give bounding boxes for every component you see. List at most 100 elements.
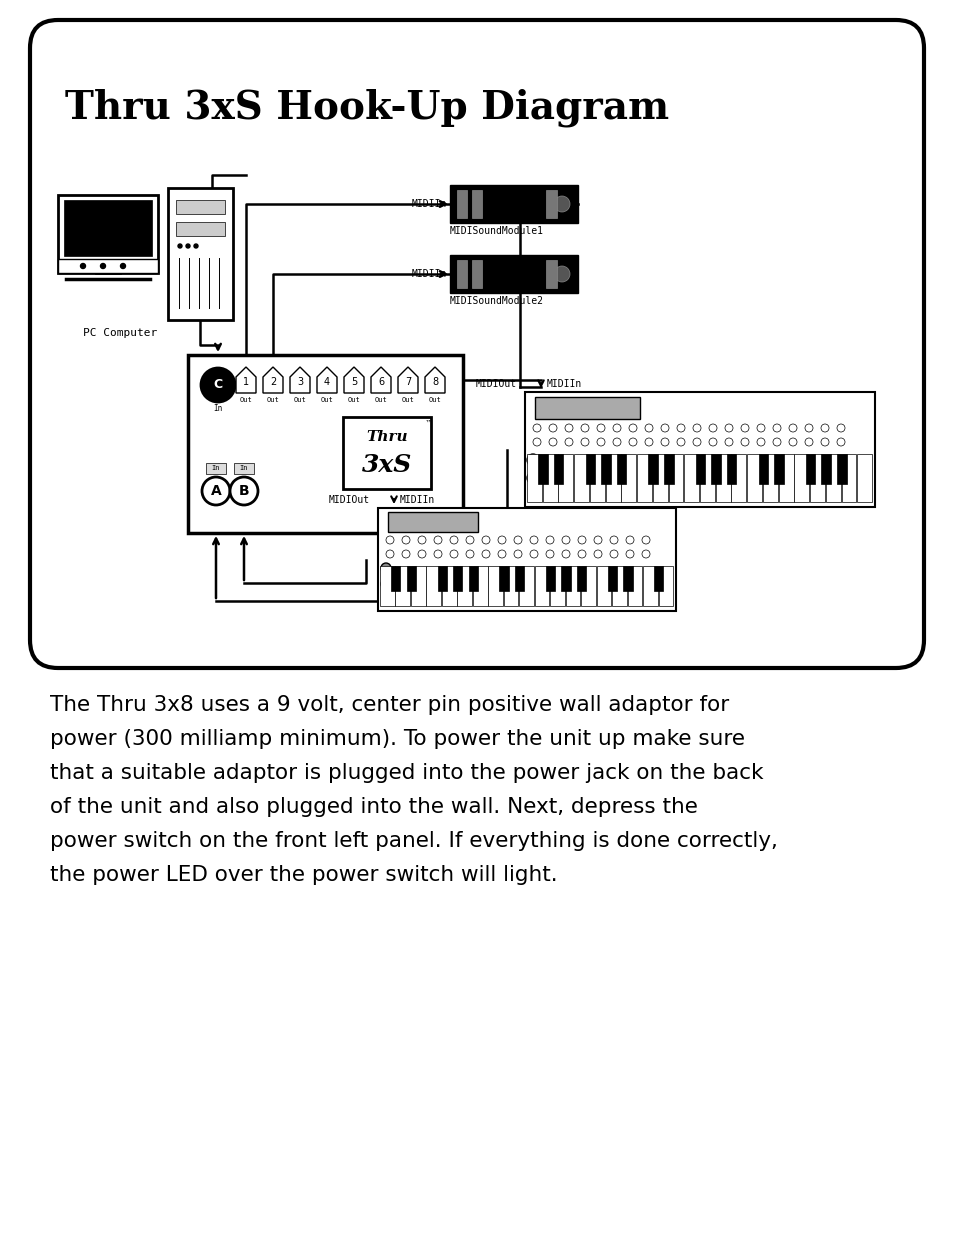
Circle shape [580, 424, 588, 432]
Bar [642, 566, 657, 606]
Circle shape [597, 424, 604, 432]
Bar [395, 566, 410, 606]
Circle shape [644, 438, 652, 446]
Circle shape [120, 263, 126, 268]
Circle shape [740, 424, 748, 432]
Bar [617, 454, 626, 484]
Circle shape [804, 424, 812, 432]
Circle shape [497, 536, 505, 543]
Bar [441, 566, 456, 606]
Circle shape [564, 438, 573, 446]
Text: power (300 milliamp minimum). To power the unit up make sure: power (300 milliamp minimum). To power t… [50, 729, 744, 748]
Bar [58, 259, 158, 273]
Bar [554, 454, 563, 484]
Circle shape [821, 424, 828, 432]
Bar [746, 454, 761, 501]
Circle shape [692, 424, 700, 432]
Bar [456, 566, 472, 606]
Text: MIDIIn: MIDIIn [399, 495, 435, 505]
Circle shape [597, 438, 604, 446]
Bar [652, 454, 667, 501]
Bar [837, 454, 845, 484]
Circle shape [677, 424, 684, 432]
Bar [188, 354, 462, 534]
Text: Out: Out [239, 396, 253, 403]
Text: MIDISoundModule2: MIDISoundModule2 [450, 296, 543, 306]
Bar [406, 566, 416, 590]
Bar [565, 566, 579, 606]
Bar [560, 566, 570, 590]
Bar [535, 566, 549, 606]
Circle shape [417, 550, 426, 558]
Circle shape [533, 438, 540, 446]
Circle shape [380, 563, 391, 573]
Circle shape [628, 424, 637, 432]
Bar [468, 566, 477, 590]
Circle shape [740, 438, 748, 446]
Bar [206, 463, 226, 474]
Circle shape [804, 438, 812, 446]
Bar [637, 454, 651, 501]
Bar [168, 188, 233, 320]
Circle shape [386, 550, 394, 558]
Bar [612, 566, 626, 606]
Bar [726, 454, 736, 484]
Polygon shape [290, 367, 310, 393]
Bar [388, 513, 477, 532]
Text: Out: Out [320, 396, 333, 403]
Bar [526, 454, 541, 501]
Bar [426, 566, 440, 606]
Text: PC Computer: PC Computer [83, 329, 157, 338]
Circle shape [692, 438, 700, 446]
Circle shape [757, 438, 764, 446]
Polygon shape [316, 367, 336, 393]
Bar [809, 454, 824, 501]
Text: 4: 4 [324, 377, 330, 387]
Circle shape [609, 536, 618, 543]
Text: ™: ™ [424, 419, 433, 427]
Bar [620, 454, 636, 501]
Circle shape [530, 536, 537, 543]
Text: 6: 6 [377, 377, 384, 387]
Text: 2: 2 [270, 377, 275, 387]
Bar [456, 261, 467, 288]
Text: 7: 7 [404, 377, 411, 387]
Text: MIDIOut: MIDIOut [476, 379, 517, 389]
Circle shape [564, 424, 573, 432]
Circle shape [481, 536, 490, 543]
Text: C: C [213, 378, 222, 391]
Circle shape [757, 424, 764, 432]
Circle shape [708, 438, 717, 446]
Text: Thru 3xS Hook-Up Diagram: Thru 3xS Hook-Up Diagram [65, 88, 668, 126]
Text: power switch on the front left panel. If everything is done correctly,: power switch on the front left panel. If… [50, 831, 777, 851]
Bar [596, 566, 611, 606]
Bar [377, 508, 676, 611]
Circle shape [788, 424, 796, 432]
Circle shape [548, 424, 557, 432]
Polygon shape [235, 367, 255, 393]
Text: MIDIIn: MIDIIn [412, 199, 447, 209]
Circle shape [594, 536, 601, 543]
Circle shape [533, 424, 540, 432]
Circle shape [230, 477, 257, 505]
Circle shape [380, 579, 391, 589]
Bar [542, 454, 558, 501]
Bar [589, 454, 604, 501]
Circle shape [561, 550, 569, 558]
Bar [545, 261, 557, 288]
Circle shape [708, 424, 717, 432]
Polygon shape [263, 367, 283, 393]
Bar [600, 454, 610, 484]
Text: Out: Out [347, 396, 360, 403]
Circle shape [772, 438, 781, 446]
Bar [648, 454, 658, 484]
Text: 3: 3 [296, 377, 303, 387]
Circle shape [724, 438, 732, 446]
Bar [450, 185, 578, 224]
Circle shape [578, 536, 585, 543]
Bar [518, 566, 534, 606]
Bar [794, 454, 808, 501]
Bar [524, 391, 874, 508]
Bar [841, 454, 856, 501]
Circle shape [660, 438, 668, 446]
